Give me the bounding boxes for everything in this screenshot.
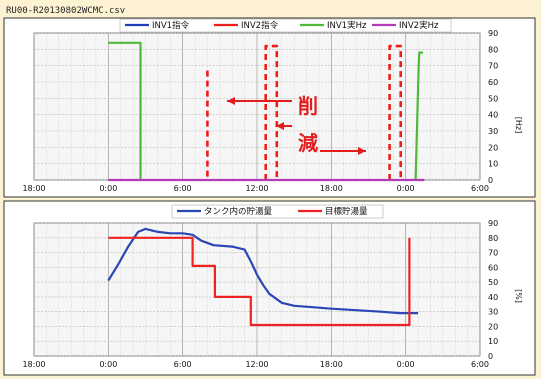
top-legend-label: INV1実Hz	[327, 20, 367, 31]
top-legend-label: INV1指令	[152, 20, 190, 31]
bottom-y-tick-label: 30	[488, 308, 498, 317]
bottom-chart-grid	[33, 222, 481, 357]
bottom-legend-label: 目標貯湯量	[325, 206, 368, 217]
reduction-annotation: 削 減	[227, 94, 366, 155]
bottom-legend-label: タンク内の貯湯量	[204, 206, 273, 217]
bottom-chart-axes: 0 10 20 30 40 50 60 70 80 90 18:00 0:00 6:00 12:00 18:…	[22, 219, 498, 369]
bottom-y-tick-label: 50	[488, 278, 498, 287]
top-y-tick-label: 20	[488, 143, 498, 152]
bottom-y-tick-label: 60	[488, 263, 498, 272]
bottom-x-tick-label: 0:00	[99, 360, 117, 369]
bottom-y-tick-label: 20	[488, 322, 498, 331]
top-y-tick-label: 30	[488, 127, 498, 136]
bottom-x-tick-label: 12:00	[245, 360, 268, 369]
bottom-y-tick-label: 0	[488, 352, 493, 361]
top-chart-panel: 0 10 20 30 40 50 60 70 80 90 18:00 0:00 6:00 12:00 18:…	[3, 17, 536, 198]
bottom-x-tick-label: 6:00	[471, 360, 489, 369]
bottom-chart-legend: タンク内の貯湯量 目標貯湯量	[171, 204, 384, 219]
top-legend-box	[119, 18, 452, 33]
top-chart-legend: INV1指令 INV2指令 INV1実Hz INV2実Hz	[119, 18, 452, 33]
annotation-char-2: 減	[298, 131, 318, 155]
top-y-tick-label: 50	[488, 94, 498, 103]
bottom-x-tick-label: 18:00	[22, 360, 45, 369]
top-legend-label: INV2指令	[241, 20, 279, 31]
top-x-tick-label: 18:00	[320, 184, 343, 193]
bottom-x-tick-label: 0:00	[397, 360, 415, 369]
bottom-unit-label: [%]	[514, 289, 523, 303]
top-y-tick-label: 70	[488, 62, 498, 71]
top-series-2-line	[414, 51, 423, 181]
annotation-arrow-left-1-head	[227, 97, 235, 105]
top-y-tick-label: 10	[488, 160, 498, 169]
bottom-chart-panel: 0 10 20 30 40 50 60 70 80 90 18:00 0:00 6:00 12:00 18:…	[3, 200, 536, 376]
top-chart-series	[108, 41, 425, 182]
file-name: RU00-R20130802WCMC.csv	[6, 6, 125, 16]
top-chart-grid	[33, 32, 481, 181]
top-x-tick-label: 0:00	[99, 184, 117, 193]
bottom-y-tick-label: 10	[488, 337, 498, 346]
bottom-y-tick-label: 90	[488, 219, 498, 228]
top-chart-axes: 0 10 20 30 40 50 60 70 80 90 18:00 0:00 6:00 12:00 18:…	[22, 29, 498, 193]
top-series-1-line	[264, 44, 279, 180]
bottom-chart-series	[107, 227, 419, 327]
bottom-y-tick-label: 40	[488, 293, 498, 302]
top-y-tick-label: 40	[488, 111, 498, 120]
top-x-tick-label: 18:00	[22, 184, 45, 193]
top-series-1-line	[388, 44, 402, 180]
bottom-y-tick-label: 80	[488, 234, 498, 243]
top-unit-label: [Hz]	[514, 117, 523, 133]
top-x-tick-label: 12:00	[245, 184, 268, 193]
top-x-tick-label: 6:00	[471, 184, 489, 193]
bottom-legend-box	[171, 204, 384, 219]
annotation-arrow-right-head	[358, 147, 366, 155]
bottom-series-1-line	[108, 236, 411, 327]
top-y-tick-label: 0	[488, 176, 493, 185]
top-y-tick-label: 80	[488, 45, 498, 54]
top-y-tick-label: 90	[488, 29, 498, 38]
top-x-tick-label: 0:00	[397, 184, 415, 193]
annotation-arrow-left-2-head	[276, 122, 284, 130]
top-x-tick-label: 6:00	[174, 184, 192, 193]
annotation-char-1: 削	[298, 94, 318, 118]
top-y-tick-label: 60	[488, 78, 498, 87]
top-legend-label: INV2実Hz	[399, 20, 439, 31]
top-series-2-line	[108, 41, 142, 180]
bottom-y-tick-label: 70	[488, 249, 498, 258]
bottom-series-0-line	[107, 227, 419, 315]
bottom-x-tick-label: 18:00	[320, 360, 343, 369]
bottom-x-tick-label: 6:00	[174, 360, 192, 369]
